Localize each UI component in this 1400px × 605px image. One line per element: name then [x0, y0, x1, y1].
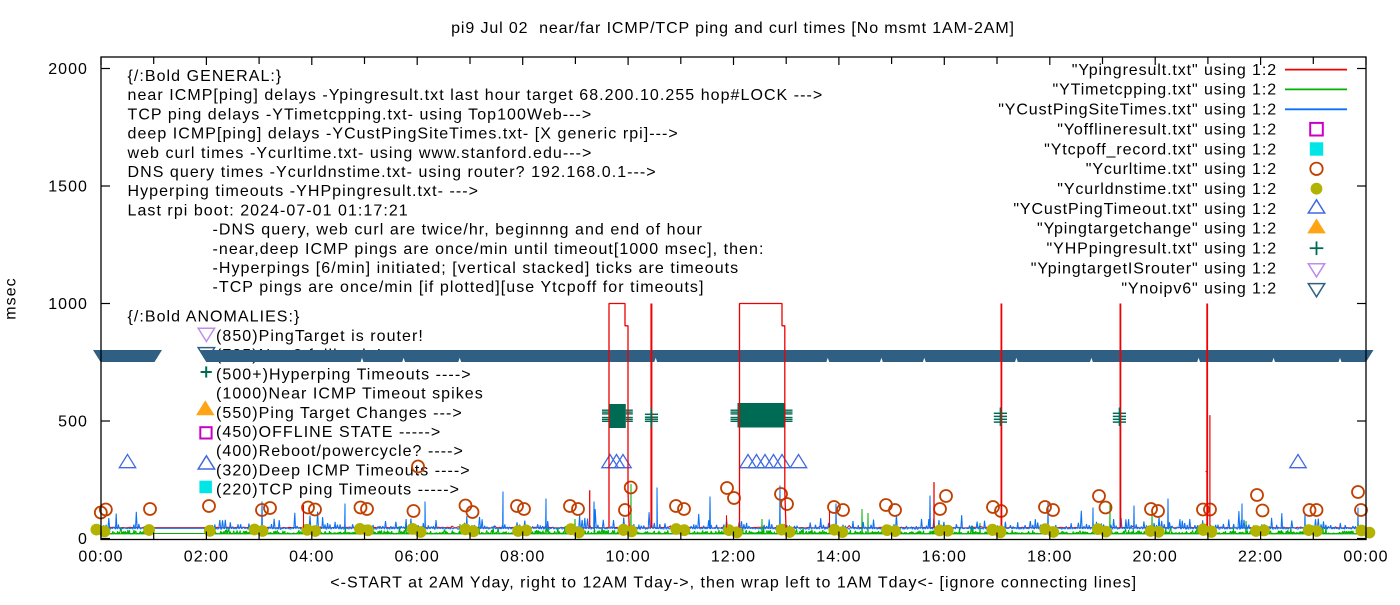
- svg-text:0: 0: [78, 531, 88, 548]
- svg-text:TCP ping delays -YTimetcpping.: TCP ping delays -YTimetcpping.txt- using…: [128, 106, 593, 123]
- svg-text:12:00: 12:00: [711, 549, 756, 566]
- svg-text:"Ytcpoff_record.txt" using 1:2: "Ytcpoff_record.txt" using 1:2: [1044, 141, 1277, 158]
- svg-text:(1000)Near ICMP Timeout spikes: (1000)Near ICMP Timeout spikes: [216, 386, 484, 403]
- svg-text:"YCustPingTimeout.txt" using 1: "YCustPingTimeout.txt" using 1:2: [1013, 201, 1277, 218]
- svg-text:{/:Bold GENERAL:}: {/:Bold GENERAL:}: [128, 68, 283, 85]
- svg-text:(500+)Hyperping Timeouts ---->: (500+)Hyperping Timeouts ---->: [216, 366, 472, 383]
- svg-text:(450)OFFLINE STATE ----->: (450)OFFLINE STATE ----->: [216, 424, 441, 441]
- svg-text:2000: 2000: [48, 61, 88, 78]
- svg-text:(220)TCP ping Timeouts ----->: (220)TCP ping Timeouts ----->: [216, 482, 460, 499]
- svg-text:-near,deep ICMP pings are once: -near,deep ICMP pings are once/min until…: [213, 241, 765, 258]
- svg-text:"YTimetcpping.txt" using 1:2: "YTimetcpping.txt" using 1:2: [1052, 82, 1277, 99]
- svg-text:<-START at 2AM Yday, right to: <-START at 2AM Yday, right to 12AM Tday-…: [330, 575, 1137, 592]
- svg-text:08:00: 08:00: [500, 549, 545, 566]
- svg-text:"Ycurldnstime.txt" using 1:2: "Ycurldnstime.txt" using 1:2: [1057, 181, 1277, 198]
- svg-text:"YCustPingSiteTimes.txt" using: "YCustPingSiteTimes.txt" using 1:2: [998, 102, 1277, 119]
- svg-text:"Yofflineresult.txt" using 1:2: "Yofflineresult.txt" using 1:2: [1057, 122, 1277, 139]
- svg-text:Last rpi boot: 2024-07-01 01:1: Last rpi boot: 2024-07-01 01:17:21: [128, 202, 409, 219]
- svg-text:(400)Reboot/powercycle? ---->: (400)Reboot/powercycle? ---->: [216, 443, 464, 460]
- svg-text:(550)Ping Target Changes --->: (550)Ping Target Changes --->: [216, 405, 463, 422]
- svg-text:near ICMP[ping] delays -Ypingr: near ICMP[ping] delays -Ypingresult.txt …: [128, 87, 824, 104]
- svg-text:04:00: 04:00: [289, 549, 334, 566]
- svg-text:"Ycurltime.txt" using 1:2: "Ycurltime.txt" using 1:2: [1086, 161, 1277, 178]
- svg-text:02:00: 02:00: [184, 549, 229, 566]
- svg-text:-Hyperpings [6/min] initiated;: -Hyperpings [6/min] initiated; [vertical…: [213, 260, 740, 277]
- svg-text:-DNS query, web curl are twice: -DNS query, web curl are twice/hr, begin…: [213, 222, 703, 239]
- svg-text:msec: msec: [3, 277, 20, 319]
- svg-text:"Ypingtargetchange" using 1:2: "Ypingtargetchange" using 1:2: [1037, 221, 1277, 238]
- svg-text:18:00: 18:00: [1027, 549, 1072, 566]
- svg-text:16:00: 16:00: [922, 549, 967, 566]
- svg-text:14:00: 14:00: [816, 549, 861, 566]
- svg-text:10:00: 10:00: [605, 549, 650, 566]
- svg-text:"Ypingresult.txt" using 1:2: "Ypingresult.txt" using 1:2: [1072, 62, 1277, 79]
- svg-text:1000: 1000: [48, 296, 88, 313]
- svg-text:22:00: 22:00: [1238, 549, 1283, 566]
- svg-text:DNS query times -Ycurldnstime.: DNS query times -Ycurldnstime.txt- using…: [128, 164, 657, 181]
- svg-text:"YpingtargetISrouter" using 1:: "YpingtargetISrouter" using 1:2: [1031, 260, 1277, 277]
- svg-text:00:00: 00:00: [1343, 549, 1388, 566]
- svg-text:06:00: 06:00: [395, 549, 440, 566]
- svg-text:deep ICMP[ping] delays -YCustP: deep ICMP[ping] delays -YCustPingSiteTim…: [128, 126, 679, 143]
- svg-text:"Ynoipv6" using 1:2: "Ynoipv6" using 1:2: [1121, 280, 1277, 297]
- svg-text:{/:Bold ANOMALIES:}: {/:Bold ANOMALIES:}: [128, 309, 301, 326]
- svg-text:(320)Deep ICMP Timeouts ---->: (320)Deep ICMP Timeouts ---->: [216, 462, 471, 479]
- svg-text:1500: 1500: [48, 179, 88, 196]
- svg-text:-TCP pings are once/min [if pl: -TCP pings are once/min [if plotted][use…: [213, 279, 705, 296]
- svg-text:Hyperping timeouts -YHPpingres: Hyperping timeouts -YHPpingresult.txt- -…: [128, 183, 479, 200]
- svg-text:(850)PingTarget is router!: (850)PingTarget is router!: [216, 328, 424, 345]
- svg-text:20:00: 20:00: [1133, 549, 1178, 566]
- svg-text:00:00: 00:00: [78, 549, 123, 566]
- svg-text:web curl times -Ycurltime.txt-: web curl times -Ycurltime.txt- using www…: [127, 145, 593, 162]
- svg-text:"YHPpingresult.txt" using 1:2: "YHPpingresult.txt" using 1:2: [1047, 241, 1277, 258]
- svg-text:500: 500: [58, 414, 88, 431]
- svg-text:pi9 Jul 02 near/far ICMP/TCP: pi9 Jul 02 near/far ICMP/TCP ping and cu…: [451, 20, 1015, 37]
